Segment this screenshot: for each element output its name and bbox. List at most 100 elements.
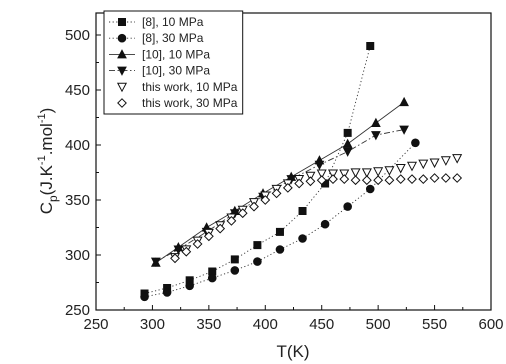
data-point xyxy=(140,292,149,302)
legend-label: [8], 10 MPa xyxy=(142,15,204,29)
legend-marker xyxy=(117,49,127,59)
x-tick-label: 250 xyxy=(83,316,108,333)
data-point xyxy=(365,184,375,194)
legend-label: [8], 30 MPa xyxy=(142,31,204,45)
legend-box xyxy=(103,10,244,115)
data-point xyxy=(253,241,262,250)
data-point xyxy=(395,164,406,174)
series-4 xyxy=(150,125,409,267)
data-point xyxy=(298,234,307,243)
data-point xyxy=(305,171,316,182)
data-point xyxy=(406,161,418,172)
data-point xyxy=(399,96,409,107)
data-point xyxy=(260,195,271,205)
data-point xyxy=(185,281,194,291)
series-line xyxy=(155,129,405,262)
data-point xyxy=(316,169,327,180)
data-point xyxy=(298,206,307,215)
data-point xyxy=(343,128,352,137)
series-2 xyxy=(140,138,420,302)
legend-marker xyxy=(118,17,127,26)
data-point xyxy=(305,176,316,187)
data-point xyxy=(342,138,353,148)
data-point xyxy=(350,168,361,178)
data-point xyxy=(343,202,352,211)
data-point xyxy=(399,125,409,135)
data-point xyxy=(275,245,285,254)
data-point xyxy=(282,182,293,193)
x-tick-label: 600 xyxy=(478,316,503,333)
y-tick-label: 350 xyxy=(65,192,90,209)
data-point xyxy=(411,138,420,148)
data-point xyxy=(339,174,350,185)
data-point xyxy=(237,208,248,219)
data-point xyxy=(440,173,451,183)
data-point xyxy=(371,117,381,127)
legend-item: [8], 30 MPa xyxy=(109,31,204,45)
data-point xyxy=(207,273,217,283)
legend-item: [8], 10 MPa xyxy=(109,15,204,29)
data-point xyxy=(373,175,384,186)
legend-label: this work, 30 MPa xyxy=(142,96,238,110)
data-point xyxy=(350,175,361,186)
data-point xyxy=(203,231,214,242)
legend-label: [10], 30 MPa xyxy=(142,64,210,78)
y-axis-title: Cp(J.K-1.mol-1) xyxy=(36,108,60,215)
legend-label: [10], 10 MPa xyxy=(142,47,210,61)
data-point xyxy=(384,166,395,176)
legend: [8], 10 MPa [8], 30 MPa [10], 10 MPa [10], … xyxy=(103,10,244,115)
data-point xyxy=(452,154,463,164)
data-point xyxy=(327,169,339,180)
series-layer xyxy=(140,42,463,302)
data-point xyxy=(320,219,330,229)
data-point xyxy=(162,288,172,297)
data-point xyxy=(339,169,350,180)
x-axis-title: T(K) xyxy=(276,342,309,361)
data-point xyxy=(170,253,180,264)
legend-marker xyxy=(117,66,127,76)
axes: 250 300 350 400 450 500 550 600 250 300 350 400 450 5… xyxy=(65,27,504,333)
x-tick-label: 350 xyxy=(196,316,221,333)
legend-item: [10], 10 MPa xyxy=(109,47,210,61)
data-point xyxy=(215,223,226,234)
data-point xyxy=(429,158,440,169)
data-point xyxy=(253,257,262,266)
series-6 xyxy=(170,173,463,264)
series-5 xyxy=(169,154,463,263)
data-point xyxy=(395,174,406,185)
x-tick-label: 300 xyxy=(140,316,165,333)
data-point xyxy=(366,42,375,51)
data-point xyxy=(373,167,384,177)
legend-marker xyxy=(117,33,127,43)
data-point xyxy=(150,257,161,267)
legend-item: this work, 10 MPa xyxy=(116,80,238,94)
data-point xyxy=(192,239,203,249)
data-point xyxy=(314,160,325,171)
legend-item: this work, 30 MPa xyxy=(117,96,238,110)
data-point xyxy=(294,178,305,189)
data-point xyxy=(361,168,372,178)
data-point xyxy=(230,255,239,264)
y-tick-label: 250 xyxy=(65,302,90,319)
x-tick-label: 500 xyxy=(366,316,391,333)
data-point xyxy=(452,173,463,183)
data-point xyxy=(181,246,192,257)
y-tick-label: 400 xyxy=(65,137,90,154)
data-point xyxy=(173,245,184,255)
data-point xyxy=(418,159,429,170)
y-tick-label: 500 xyxy=(65,27,90,44)
data-point xyxy=(361,175,372,186)
x-tick-label: 550 xyxy=(422,316,447,333)
legend-marker xyxy=(116,82,128,93)
data-point xyxy=(226,215,237,226)
data-point xyxy=(275,227,284,236)
series-line xyxy=(144,45,371,294)
data-point xyxy=(328,174,338,185)
data-point xyxy=(371,131,381,141)
legend-label: this work, 10 MPa xyxy=(142,80,238,94)
series-line xyxy=(144,142,416,298)
legend-item: [10], 30 MPa xyxy=(109,64,210,78)
data-point xyxy=(407,174,417,185)
data-point xyxy=(316,175,327,186)
data-point xyxy=(271,188,282,199)
